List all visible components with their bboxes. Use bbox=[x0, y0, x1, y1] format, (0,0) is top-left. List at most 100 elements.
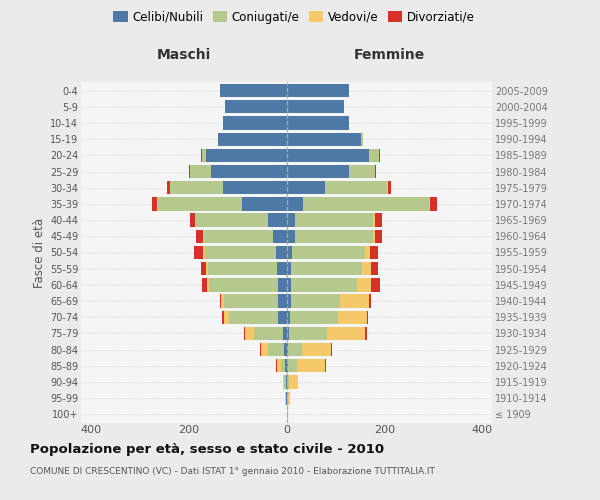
Bar bbox=[167, 181, 170, 194]
Bar bbox=[203, 246, 205, 259]
Bar bbox=[340, 294, 369, 308]
Bar bbox=[289, 376, 298, 388]
Bar bbox=[152, 198, 157, 210]
Text: Femmine: Femmine bbox=[353, 48, 425, 62]
Bar bbox=[254, 327, 283, 340]
Bar bbox=[375, 214, 382, 227]
Bar bbox=[369, 148, 379, 162]
Bar bbox=[369, 294, 371, 308]
Bar bbox=[287, 359, 288, 372]
Bar bbox=[287, 84, 349, 97]
Bar bbox=[206, 148, 287, 162]
Bar bbox=[202, 148, 206, 162]
Bar bbox=[194, 214, 196, 227]
Bar bbox=[287, 214, 295, 227]
Bar bbox=[287, 230, 295, 243]
Bar bbox=[221, 294, 224, 308]
Bar bbox=[158, 198, 242, 210]
Bar bbox=[287, 327, 289, 340]
Bar bbox=[371, 262, 378, 276]
Bar bbox=[287, 116, 349, 130]
Bar bbox=[223, 181, 287, 194]
Bar bbox=[375, 230, 382, 243]
Bar bbox=[302, 198, 429, 210]
Bar bbox=[277, 359, 281, 372]
Bar bbox=[302, 343, 331, 356]
Bar bbox=[287, 408, 288, 421]
Bar bbox=[370, 246, 379, 259]
Bar bbox=[273, 230, 287, 243]
Bar bbox=[362, 262, 371, 276]
Bar bbox=[220, 294, 221, 308]
Bar bbox=[387, 181, 388, 194]
Bar bbox=[287, 392, 288, 405]
Bar bbox=[358, 278, 371, 291]
Bar bbox=[373, 214, 375, 227]
Bar bbox=[202, 278, 207, 291]
Legend: Celibi/Nubili, Coniugati/e, Vedovi/e, Divorziati/e: Celibi/Nubili, Coniugati/e, Vedovi/e, Di… bbox=[109, 6, 479, 28]
Bar bbox=[220, 84, 287, 97]
Bar bbox=[196, 214, 268, 227]
Bar bbox=[283, 327, 287, 340]
Bar bbox=[388, 181, 391, 194]
Bar bbox=[245, 327, 254, 340]
Bar bbox=[207, 278, 209, 291]
Bar bbox=[206, 262, 208, 276]
Bar bbox=[205, 230, 273, 243]
Bar bbox=[224, 310, 229, 324]
Bar bbox=[223, 310, 224, 324]
Bar bbox=[218, 132, 287, 146]
Bar bbox=[170, 181, 223, 194]
Bar bbox=[260, 343, 268, 356]
Bar bbox=[292, 278, 358, 291]
Bar bbox=[287, 132, 361, 146]
Bar bbox=[373, 230, 375, 243]
Bar bbox=[277, 262, 287, 276]
Bar bbox=[202, 262, 206, 276]
Bar bbox=[367, 310, 368, 324]
Bar bbox=[276, 246, 287, 259]
Bar bbox=[327, 327, 365, 340]
Text: Maschi: Maschi bbox=[157, 48, 211, 62]
Bar bbox=[297, 359, 325, 372]
Bar bbox=[196, 230, 203, 243]
Bar bbox=[284, 376, 286, 388]
Bar bbox=[287, 165, 349, 178]
Bar bbox=[287, 198, 302, 210]
Bar bbox=[361, 132, 363, 146]
Bar bbox=[331, 343, 332, 356]
Bar bbox=[278, 310, 287, 324]
Bar bbox=[242, 198, 287, 210]
Bar bbox=[288, 392, 290, 405]
Bar bbox=[430, 198, 437, 210]
Bar bbox=[224, 294, 278, 308]
Bar bbox=[287, 310, 290, 324]
Bar bbox=[190, 165, 211, 178]
Bar bbox=[288, 359, 297, 372]
Bar bbox=[287, 100, 344, 114]
Bar bbox=[268, 214, 287, 227]
Bar bbox=[365, 327, 367, 340]
Bar bbox=[226, 100, 287, 114]
Bar bbox=[365, 246, 370, 259]
Bar bbox=[211, 165, 287, 178]
Bar bbox=[295, 214, 373, 227]
Bar bbox=[287, 246, 292, 259]
Bar bbox=[278, 294, 287, 308]
Bar bbox=[285, 359, 287, 372]
Bar bbox=[287, 376, 289, 388]
Bar bbox=[287, 148, 369, 162]
Bar bbox=[292, 294, 340, 308]
Y-axis label: Fasce di età: Fasce di età bbox=[32, 218, 46, 288]
Bar bbox=[292, 246, 365, 259]
Bar bbox=[203, 230, 204, 243]
Bar bbox=[281, 359, 285, 372]
Text: COMUNE DI CRESCENTINO (VC) - Dati ISTAT 1° gennaio 2010 - Elaborazione TUTTITALI: COMUNE DI CRESCENTINO (VC) - Dati ISTAT … bbox=[30, 468, 435, 476]
Bar bbox=[283, 376, 284, 388]
Bar bbox=[338, 310, 367, 324]
Bar bbox=[194, 246, 203, 259]
Bar bbox=[223, 116, 287, 130]
Bar bbox=[325, 181, 387, 194]
Bar bbox=[429, 198, 430, 210]
Bar bbox=[208, 262, 277, 276]
